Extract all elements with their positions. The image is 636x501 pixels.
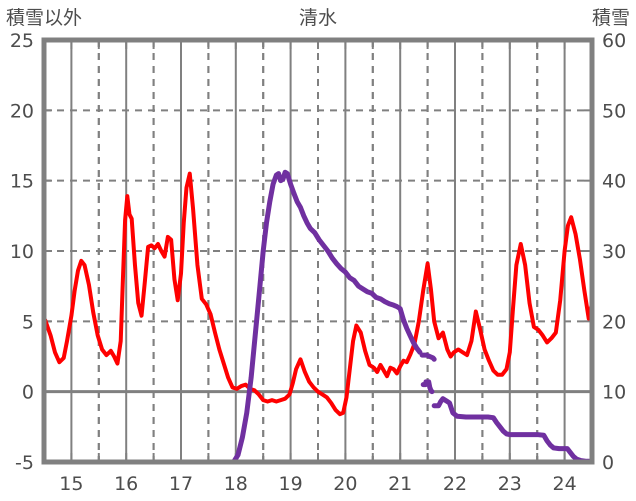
left-axis-title: 積雪以外 xyxy=(6,7,82,29)
axis-labels: -5 0 5 10 15 20 25 0 10 20 30 40 50 60 15 16 17 18 19 20 21 2… xyxy=(10,30,626,495)
y-axis-label-right: 30 xyxy=(602,241,626,263)
x-axis-label: 21 xyxy=(388,473,412,495)
x-axis-label: 24 xyxy=(553,473,577,495)
y-axis-label-right: 10 xyxy=(602,382,626,404)
series-line-3 xyxy=(420,379,435,395)
x-axis-label: 17 xyxy=(169,473,193,495)
plot-frame xyxy=(41,37,595,465)
x-axis-label: 18 xyxy=(224,473,248,495)
series-line-4 xyxy=(431,396,595,464)
data-series xyxy=(41,169,595,465)
x-axis-label: 22 xyxy=(443,473,467,495)
y-axis-label-right: 40 xyxy=(602,171,626,193)
y-axis-label-left: 5 xyxy=(22,311,34,333)
y-axis-label-left: 25 xyxy=(10,30,34,52)
y-axis-label-left: 10 xyxy=(10,241,34,263)
x-axis-label: 19 xyxy=(279,473,303,495)
x-axis-label: 20 xyxy=(333,473,357,495)
x-axis-label: 16 xyxy=(114,473,138,495)
y-axis-label-right: 50 xyxy=(602,100,626,122)
y-axis-label-left: 20 xyxy=(10,100,34,122)
series-line-1 xyxy=(41,169,423,465)
y-axis-label-right: 20 xyxy=(602,311,626,333)
y-axis-label-right: 60 xyxy=(602,30,626,52)
x-axis-label: 15 xyxy=(59,473,83,495)
y-axis-label-right: 0 xyxy=(602,452,614,474)
x-axis-label: 23 xyxy=(498,473,522,495)
y-axis-label-left: 15 xyxy=(10,171,34,193)
y-axis-label-left: -5 xyxy=(15,452,34,474)
y-axis-label-left: 0 xyxy=(22,382,34,404)
page-title: 清水 xyxy=(299,7,337,29)
right-axis-title: 積雪 xyxy=(592,7,630,29)
series-line-0 xyxy=(43,171,594,417)
series-line-2 xyxy=(419,352,437,362)
